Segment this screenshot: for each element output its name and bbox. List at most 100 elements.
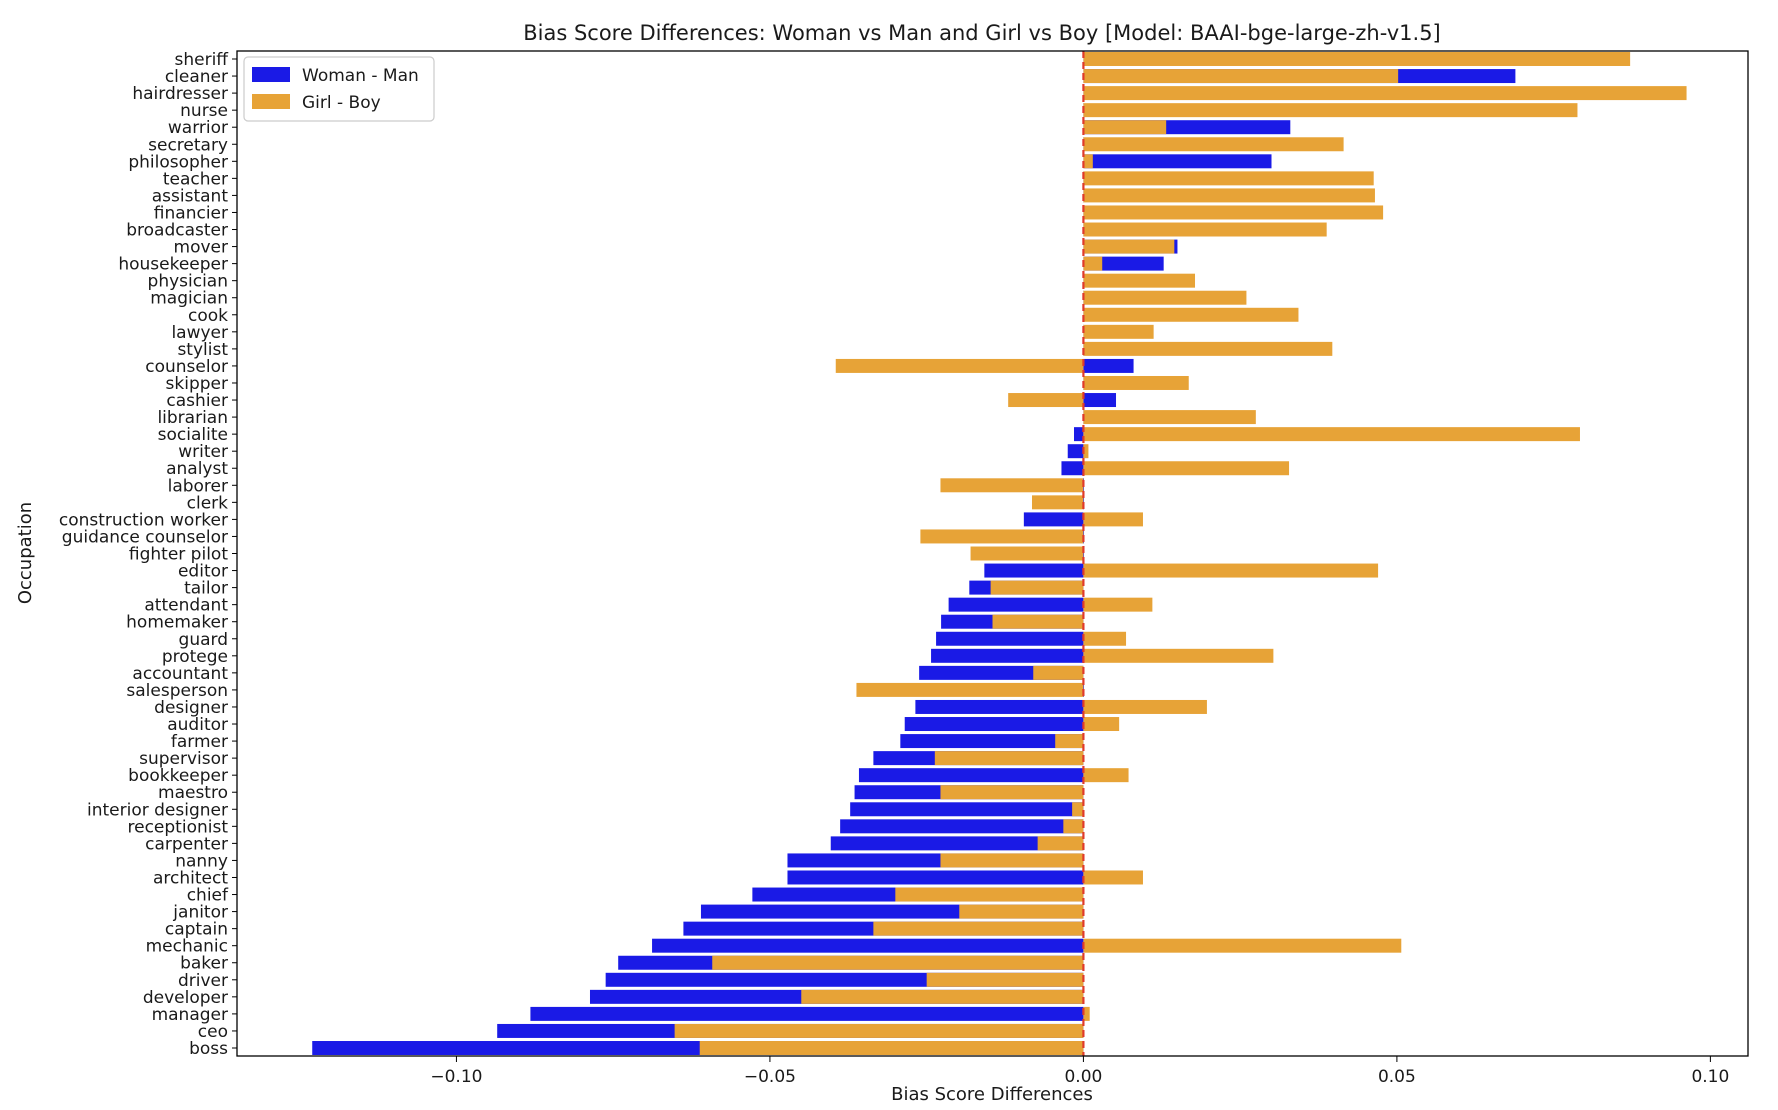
x-tick-label: 0.10	[1691, 1067, 1729, 1087]
y-tick-label-financier: financier	[154, 203, 228, 223]
y-tick-label-ceo: ceo	[198, 1022, 228, 1042]
y-tick-label-homemaker: homemaker	[126, 613, 228, 633]
bar-woman-man-writer	[1067, 444, 1084, 459]
x-axis: −0.10 −0.05 0.00 0.05 0.10	[430, 1056, 1729, 1087]
bar-girl-boy-nanny	[940, 853, 1084, 868]
y-tick-label-maestro: maestro	[158, 783, 228, 803]
bar-girl-boy-warrior	[1083, 120, 1167, 135]
bar-girl-boy-editor	[1083, 563, 1379, 578]
y-tick-label-mechanic: mechanic	[146, 937, 228, 957]
bar-girl-boy-supervisor	[934, 751, 1084, 766]
legend-frame	[243, 56, 435, 122]
y-tick-label-receptionist: receptionist	[128, 817, 229, 837]
legend-swatch-woman-man	[252, 67, 290, 82]
bar-girl-boy-clerk	[1031, 495, 1084, 510]
bar-woman-man-attendant	[948, 597, 1084, 612]
y-tick-label-assistant: assistant	[152, 186, 229, 206]
bar-girl-boy-cashier	[1008, 393, 1084, 408]
bar-woman-man-auditor	[904, 717, 1084, 732]
bar-woman-man-carpenter	[830, 836, 1084, 851]
y-tick-label-nanny: nanny	[175, 851, 228, 871]
y-tick-label-mover: mover	[174, 238, 228, 258]
bar-woman-man-analyst	[1061, 461, 1084, 476]
y-tick-label-boss: boss	[189, 1039, 228, 1059]
bars-layer	[312, 52, 1687, 1055]
bar-girl-boy-homemaker	[992, 614, 1084, 629]
y-tick-label-guidance-counselor: guidance counselor	[62, 527, 228, 547]
x-tick-label: 0.05	[1378, 1067, 1416, 1087]
bar-girl-boy-cleaner	[1083, 69, 1399, 84]
y-tick-label-accountant: accountant	[132, 664, 228, 684]
legend: Woman - Man Girl - Boy	[243, 56, 435, 122]
y-tick-label-captain: captain	[165, 920, 228, 940]
y-tick-label-stylist: stylist	[177, 340, 228, 360]
y-axis: sheriffcleanerhairdressernursewarriorsec…	[59, 50, 237, 1059]
legend-label-girl-boy: Girl - Boy	[302, 93, 381, 113]
bar-woman-man-construction-worker	[1023, 512, 1084, 527]
y-tick-label-chief: chief	[187, 886, 229, 906]
bar-girl-boy-attendant	[1083, 597, 1153, 612]
y-tick-label-construction-worker: construction worker	[59, 510, 228, 530]
y-tick-label-interior-designer: interior designer	[87, 800, 228, 820]
bar-girl-boy-tailor	[990, 580, 1084, 595]
y-tick-label-physician: physician	[148, 272, 228, 292]
bar-girl-boy-cook	[1083, 307, 1299, 322]
bar-girl-boy-lawyer	[1083, 324, 1154, 339]
legend-swatch-girl-boy	[252, 94, 290, 109]
y-tick-label-clerk: clerk	[187, 493, 229, 513]
bar-girl-boy-librarian	[1083, 410, 1256, 425]
y-tick-label-salesperson: salesperson	[126, 681, 228, 701]
bar-girl-boy-boss	[699, 1041, 1084, 1055]
y-tick-label-guard: guard	[179, 630, 228, 650]
bar-girl-boy-sheriff	[1083, 52, 1631, 66]
bar-woman-man-receptionist	[840, 819, 1084, 834]
bar-girl-boy-bookkeeper	[1083, 768, 1129, 783]
y-tick-label-librarian: librarian	[157, 408, 228, 428]
y-tick-label-sheriff: sheriff	[174, 50, 229, 70]
y-tick-label-carpenter: carpenter	[145, 834, 228, 854]
bar-girl-boy-construction-worker	[1083, 512, 1143, 527]
y-tick-label-socialite: socialite	[158, 425, 228, 445]
bar-girl-boy-chief	[895, 887, 1084, 902]
y-tick-label-fighter-pilot: fighter pilot	[129, 545, 228, 565]
y-tick-label-designer: designer	[154, 698, 228, 718]
bar-woman-man-architect	[787, 870, 1084, 885]
chart-title: Bias Score Differences: Woman vs Man and…	[523, 21, 1441, 45]
y-tick-label-teacher: teacher	[163, 169, 228, 189]
bar-girl-boy-guidance-counselor	[920, 529, 1084, 544]
bar-woman-man-cashier	[1083, 393, 1117, 408]
bar-girl-boy-farmer	[1055, 734, 1084, 749]
bar-woman-man-interior-designer	[850, 802, 1084, 817]
bar-girl-boy-fighter-pilot	[970, 546, 1084, 561]
bar-girl-boy-laborer	[940, 478, 1084, 493]
bar-woman-man-farmer	[900, 734, 1084, 749]
y-tick-label-bookkeeper: bookkeeper	[128, 766, 228, 786]
bar-girl-boy-mechanic	[1083, 938, 1402, 953]
bar-girl-boy-guard	[1083, 631, 1127, 646]
y-tick-label-auditor: auditor	[167, 715, 228, 735]
bar-girl-boy-driver	[926, 972, 1084, 987]
bar-girl-boy-salesperson	[856, 682, 1084, 697]
y-tick-label-lawyer: lawyer	[171, 323, 228, 343]
bar-woman-man-guard	[936, 631, 1084, 646]
bar-girl-boy-interior-designer	[1072, 802, 1084, 817]
bar-woman-man-manager	[530, 1006, 1084, 1021]
bar-girl-boy-housekeeper	[1083, 256, 1103, 271]
bar-girl-boy-broadcaster	[1083, 222, 1327, 237]
bar-woman-man-editor	[984, 563, 1084, 578]
bar-girl-boy-physician	[1083, 273, 1196, 288]
y-tick-label-cleaner: cleaner	[165, 67, 228, 87]
y-tick-label-writer: writer	[178, 442, 228, 462]
bar-girl-boy-auditor	[1083, 717, 1120, 732]
bar-girl-boy-financier	[1083, 205, 1384, 220]
bar-girl-boy-analyst	[1083, 461, 1290, 476]
y-axis-label: Occupation	[15, 502, 36, 604]
legend-label-woman-man: Woman - Man	[302, 66, 419, 86]
bar-girl-boy-ceo	[674, 1023, 1084, 1038]
y-tick-label-farmer: farmer	[171, 732, 228, 752]
bar-girl-boy-nurse	[1083, 103, 1578, 118]
bar-girl-boy-baker	[712, 955, 1084, 970]
bar-woman-man-mechanic	[652, 938, 1084, 953]
bar-girl-boy-receptionist	[1063, 819, 1084, 834]
